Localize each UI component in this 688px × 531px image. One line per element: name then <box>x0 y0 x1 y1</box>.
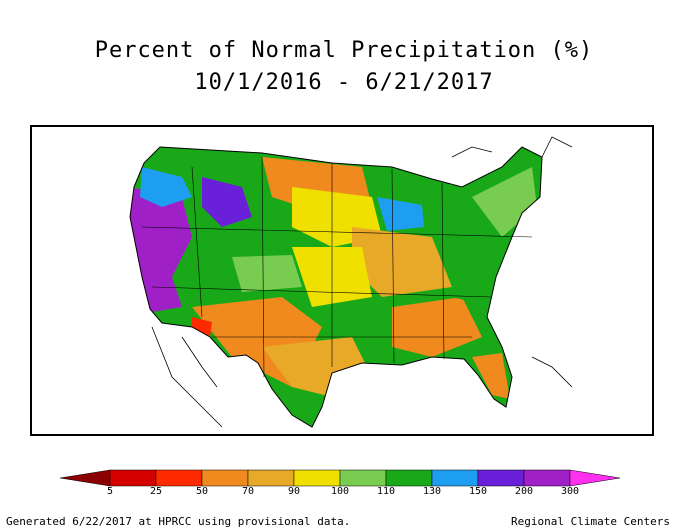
legend-tick-300: 300 <box>560 486 580 497</box>
legend-bin-3 <box>201 469 249 487</box>
us-outline <box>129 146 543 428</box>
legend-bin-10 <box>523 469 571 487</box>
region-southeast-orange <box>392 297 482 357</box>
legend-tick-150: 150 <box>468 486 488 497</box>
legend-bin-11 <box>569 469 621 487</box>
legend-bin-4 <box>247 469 295 487</box>
legend-bin-0 <box>59 469 111 487</box>
legend-tick-25: 25 <box>149 486 163 497</box>
legend-bin-9 <box>477 469 525 487</box>
legend-tick-110: 110 <box>376 486 396 497</box>
legend-colorbar <box>59 469 621 487</box>
footer-generated-note: Generated 6/22/2017 at HPRCC using provi… <box>6 515 351 528</box>
precipitation-map <box>30 125 654 436</box>
neighbor-coastlines <box>151 136 573 428</box>
legend-bin-5 <box>293 469 341 487</box>
legend-bin-1 <box>109 469 157 487</box>
legend-bin-6 <box>339 469 387 487</box>
region-midwest-light <box>352 227 452 297</box>
legend-tick-90: 90 <box>287 486 301 497</box>
region-florida-orange <box>472 353 510 399</box>
legend-bin-8 <box>431 469 479 487</box>
legend-tick-100: 100 <box>330 486 350 497</box>
legend-bin-7 <box>385 469 433 487</box>
region-far-west-wet <box>130 187 192 312</box>
legend-tick-5: 5 <box>106 486 114 497</box>
state-boundaries <box>141 156 533 378</box>
footer-credit: Regional Climate Centers <box>511 515 670 528</box>
map-title: Percent of Normal Precipitation (%) <box>94 38 594 63</box>
region-great-lakes-blue <box>377 197 424 231</box>
color-legend <box>59 469 630 487</box>
legend-bin-2 <box>155 469 203 487</box>
map-date-range: 10/1/2016 - 6/21/2017 <box>194 70 494 95</box>
legend-tick-50: 50 <box>195 486 209 497</box>
legend-tick-200: 200 <box>514 486 534 497</box>
region-southeast-green <box>452 247 502 307</box>
us-map-svg <box>129 136 573 428</box>
legend-tick-70: 70 <box>241 486 255 497</box>
region-colorado-light <box>232 255 302 292</box>
region-west-blue <box>140 167 192 207</box>
region-idaho-purple <box>202 177 252 227</box>
legend-tick-130: 130 <box>422 486 442 497</box>
